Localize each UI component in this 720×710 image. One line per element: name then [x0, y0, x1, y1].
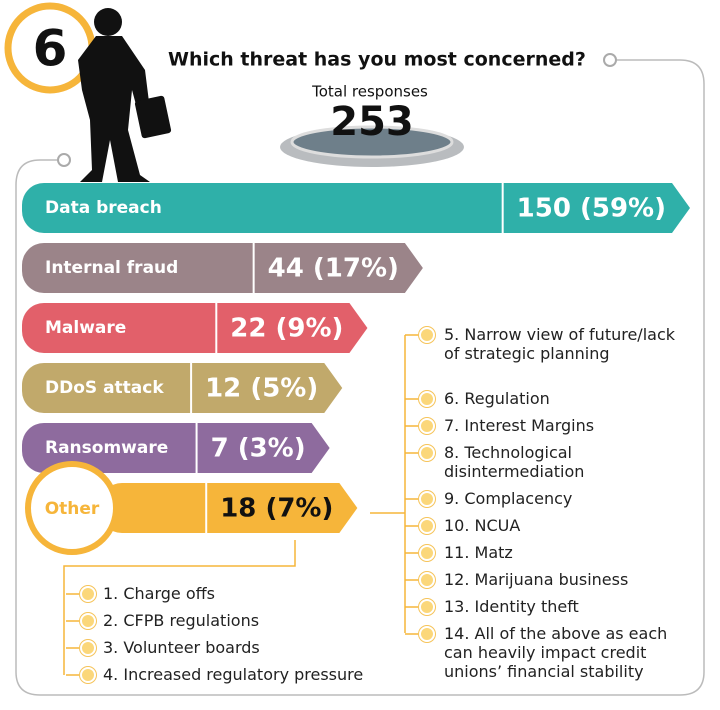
- list-item: 3. Volunteer boards: [103, 638, 260, 657]
- list-item: 13. Identity theft: [444, 597, 579, 616]
- value-label: 18 (7%): [220, 494, 333, 524]
- list-item: 8. Technological disintermediation: [444, 443, 585, 481]
- bar: [22, 183, 690, 233]
- category-label: Ransomware: [45, 438, 168, 458]
- disc-top: [290, 125, 454, 159]
- bullet: [419, 391, 435, 407]
- bullet-ring: [418, 598, 436, 616]
- list-item: 4. Increased regulatory pressure: [103, 665, 364, 684]
- bar: [22, 243, 423, 293]
- bullet: [419, 599, 435, 615]
- bullet-ring: [418, 444, 436, 462]
- frame: [15, 59, 705, 696]
- category-label: Malware: [45, 318, 126, 338]
- bullet-ring: [79, 639, 97, 657]
- list-item: 7. Interest Margins: [444, 416, 595, 435]
- list-item: 11. Matz: [444, 543, 513, 562]
- bullet-ring: [418, 417, 436, 435]
- list-item: 1. Charge offs: [103, 584, 215, 603]
- bullet: [419, 327, 435, 343]
- category-label: Internal fraud: [45, 258, 178, 278]
- connectors: [63, 335, 406, 675]
- bullet: [419, 418, 435, 434]
- value-label: 44 (17%): [268, 254, 399, 284]
- frame-dot: [603, 53, 617, 67]
- other-ring: [25, 461, 119, 555]
- bar: [22, 303, 368, 353]
- bullet: [80, 613, 96, 629]
- bar: [22, 423, 330, 473]
- category-label: Other: [45, 499, 100, 519]
- bullet-ring: [418, 326, 436, 344]
- bullet-ring: [418, 544, 436, 562]
- bullet-ring: [79, 612, 97, 630]
- badge-number: 6: [33, 20, 68, 78]
- bullet-ring: [79, 666, 97, 684]
- figure: [78, 8, 172, 182]
- bullet: [80, 640, 96, 656]
- bar: [22, 363, 343, 413]
- bullet-ring: [418, 517, 436, 535]
- list-item: 10. NCUA: [444, 516, 521, 535]
- list-item: 5. Narrow view of future/lack of strateg…: [444, 325, 676, 363]
- bullet: [419, 491, 435, 507]
- category-label: DDoS attack: [45, 378, 164, 398]
- value-label: 150 (59%): [517, 194, 666, 224]
- frame-dot: [57, 153, 71, 167]
- bullet: [419, 445, 435, 461]
- bar: [100, 483, 358, 533]
- bullet: [419, 518, 435, 534]
- value-label: 12 (5%): [205, 374, 318, 404]
- bullet: [419, 545, 435, 561]
- bullet-ring: [418, 490, 436, 508]
- list-item: 6. Regulation: [444, 389, 550, 408]
- bullet-ring: [79, 585, 97, 603]
- value-label: 22 (9%): [230, 314, 343, 344]
- bullet-ring: [418, 625, 436, 643]
- bullet: [419, 572, 435, 588]
- list-item: 9. Complacency: [444, 489, 573, 508]
- list-item: 12. Marijuana business: [444, 570, 629, 589]
- bullet: [419, 626, 435, 642]
- category-label: Data breach: [45, 198, 162, 218]
- total-label: Total responses: [311, 83, 428, 101]
- total-value: 253: [330, 99, 414, 145]
- value-label: 7 (3%): [211, 434, 306, 464]
- chart-title: Which threat has you most concerned?: [168, 49, 586, 71]
- bullet-ring: [418, 571, 436, 589]
- bullet: [80, 586, 96, 602]
- list-item: 14. All of the above as each can heavily…: [444, 624, 668, 681]
- list-item: 2. CFPB regulations: [103, 611, 260, 630]
- bullet: [80, 667, 96, 683]
- bullet-ring: [418, 390, 436, 408]
